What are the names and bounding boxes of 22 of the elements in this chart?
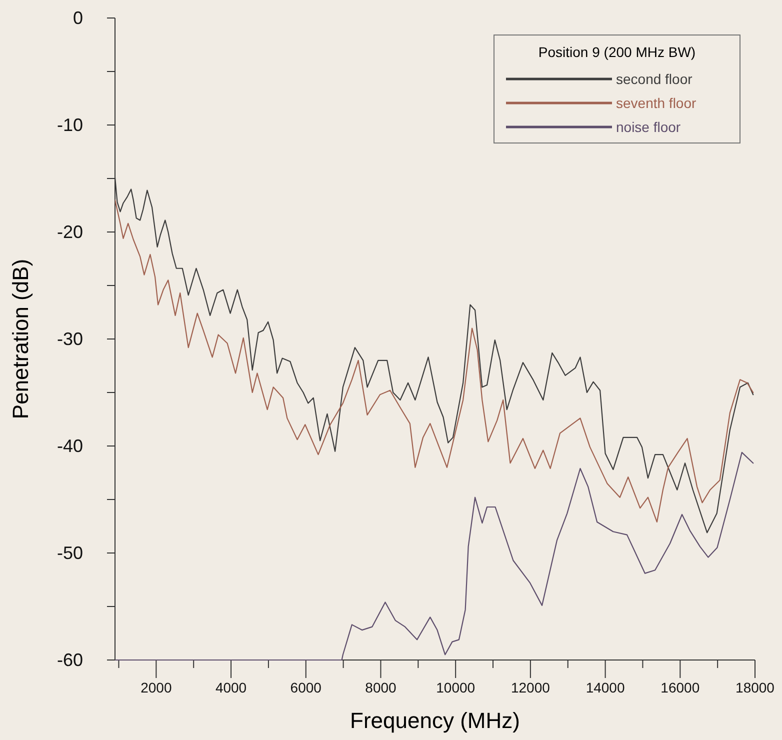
y-tick-label: -40 xyxy=(56,436,83,456)
x-tick-label: 18000 xyxy=(736,680,775,696)
y-tick-label: -20 xyxy=(56,222,83,242)
y-tick-label: -50 xyxy=(56,542,83,563)
x-tick-label: 2000 xyxy=(140,680,172,696)
x-tick-label: 10000 xyxy=(436,680,476,696)
y-tick-label: 0 xyxy=(72,8,83,28)
x-tick-label: 14000 xyxy=(586,680,625,696)
x-tick-label: 4000 xyxy=(215,680,247,696)
text: noise floor xyxy=(616,119,681,135)
x-tick-label: 12000 xyxy=(510,680,550,696)
text: second floor xyxy=(616,71,693,87)
x-axis-title: Frequency (MHz) xyxy=(350,708,520,733)
legend-title: Position 9 (200 MHz BW) xyxy=(538,44,696,60)
x-tick-label: 6000 xyxy=(290,680,322,696)
y-tick-label: -60 xyxy=(56,650,83,670)
text: seventh floor xyxy=(616,95,696,111)
x-tick-label: 8000 xyxy=(365,680,397,696)
x-tick-label: 16000 xyxy=(660,680,700,696)
y-tick-label: -30 xyxy=(56,328,83,349)
y-axis-title: Penetration (dB) xyxy=(8,258,33,420)
y-tick-label: -10 xyxy=(56,114,83,135)
